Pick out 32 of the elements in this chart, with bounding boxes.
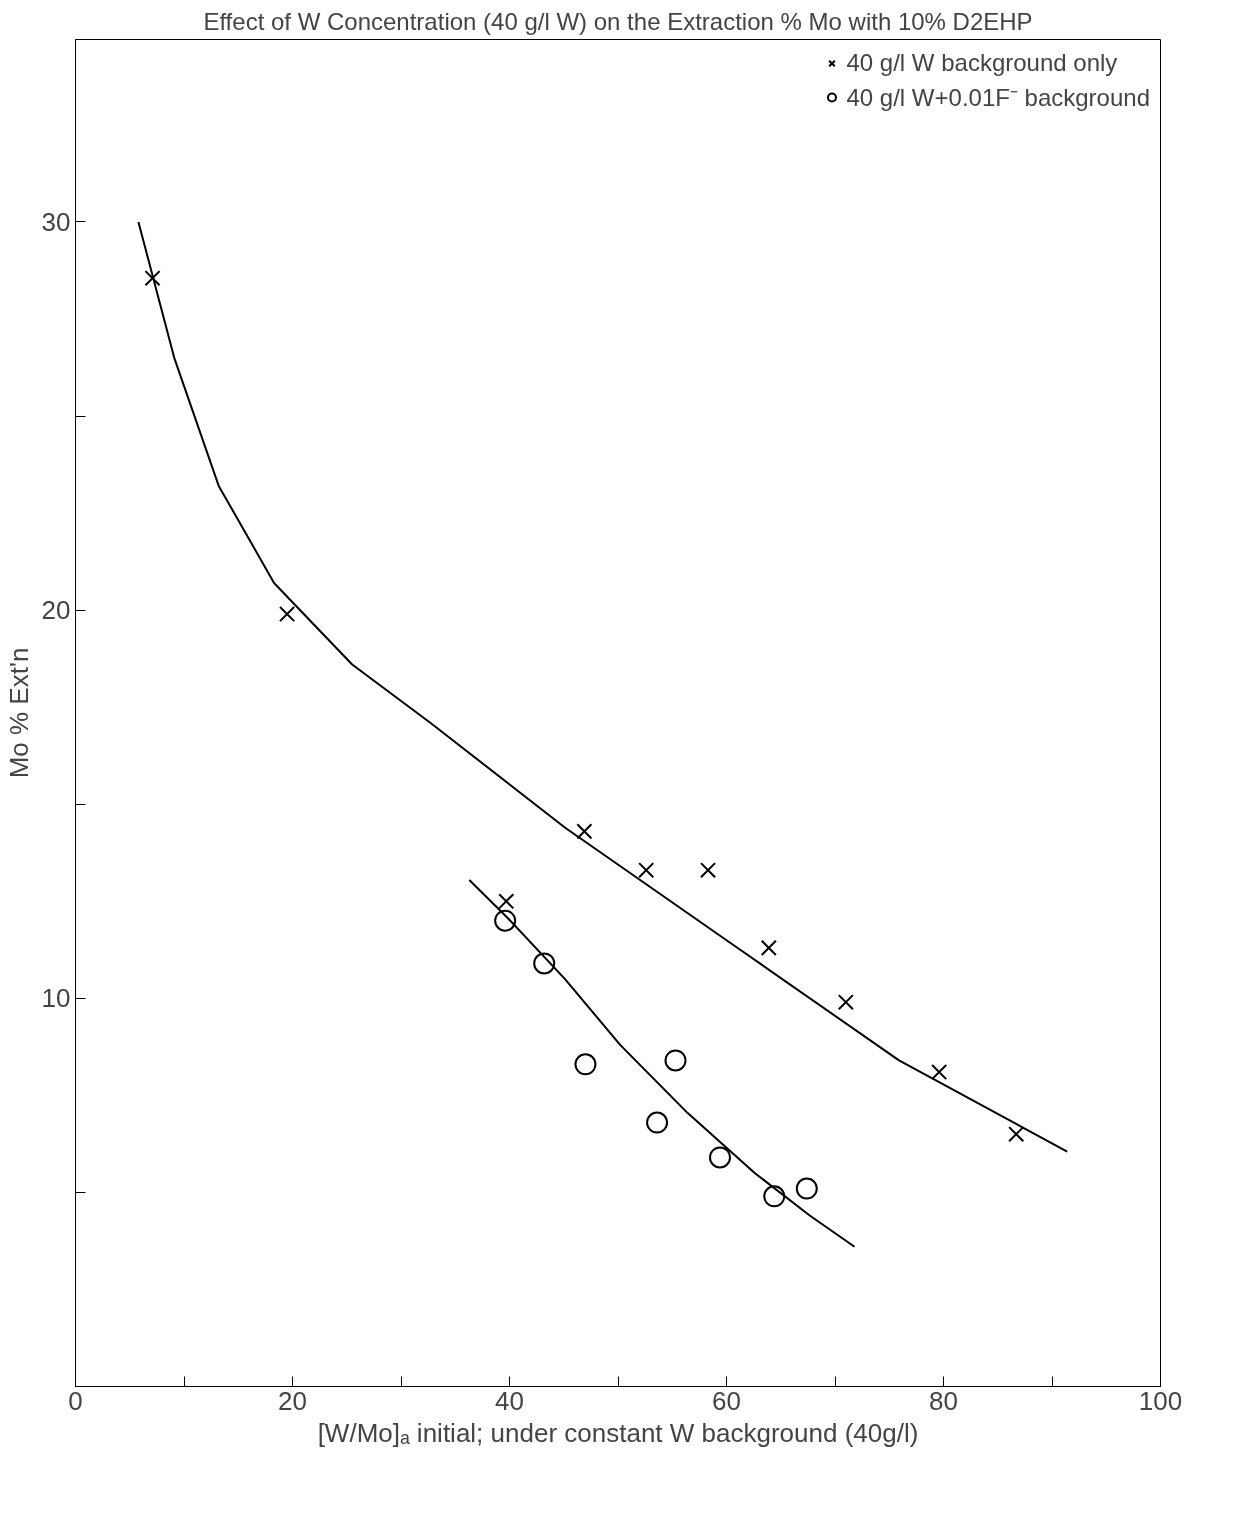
- y-tick-label: 30: [41, 206, 71, 237]
- point: [699, 862, 717, 879]
- point: [708, 1146, 731, 1169]
- x-tick-label: 60: [712, 1385, 741, 1416]
- legend-label: 40 g/l W+0.01F⁻ background: [846, 83, 1150, 113]
- x-tick-label: 20: [278, 1385, 307, 1416]
- point: [279, 605, 296, 623]
- point: [576, 823, 593, 840]
- point: [498, 893, 515, 910]
- x-axis-title: [W/Mo]ₐ initial; under constant W background (40g/l): [317, 1417, 919, 1448]
- line-series: [137, 220, 1069, 1153]
- x-tick-label: 40: [495, 1385, 524, 1416]
- point: [795, 1177, 818, 1200]
- y-axis-title: Mo % Ext'n: [3, 647, 34, 779]
- legend-label: 40 g/l W background only: [846, 49, 1118, 77]
- point: [837, 994, 854, 1011]
- point: [760, 939, 777, 956]
- line-series: [468, 878, 856, 1248]
- point: [144, 270, 161, 287]
- y-tick-label: 10: [41, 983, 71, 1014]
- point: [1008, 1126, 1025, 1143]
- x-tick-label: 100: [1138, 1385, 1183, 1416]
- x-tick-label: 0: [68, 1385, 83, 1416]
- point: [763, 1185, 786, 1208]
- point: [574, 1053, 597, 1076]
- x-tick-label: 80: [929, 1385, 958, 1416]
- y-tick-label: 20: [41, 595, 71, 626]
- point: [664, 1049, 687, 1072]
- point: [931, 1064, 948, 1081]
- point: [638, 862, 655, 879]
- point: [646, 1111, 669, 1134]
- chart-title: Effect of W Concentration (40 g/l W) on the Extraction % Mo with 10% D2EHP: [203, 7, 1033, 35]
